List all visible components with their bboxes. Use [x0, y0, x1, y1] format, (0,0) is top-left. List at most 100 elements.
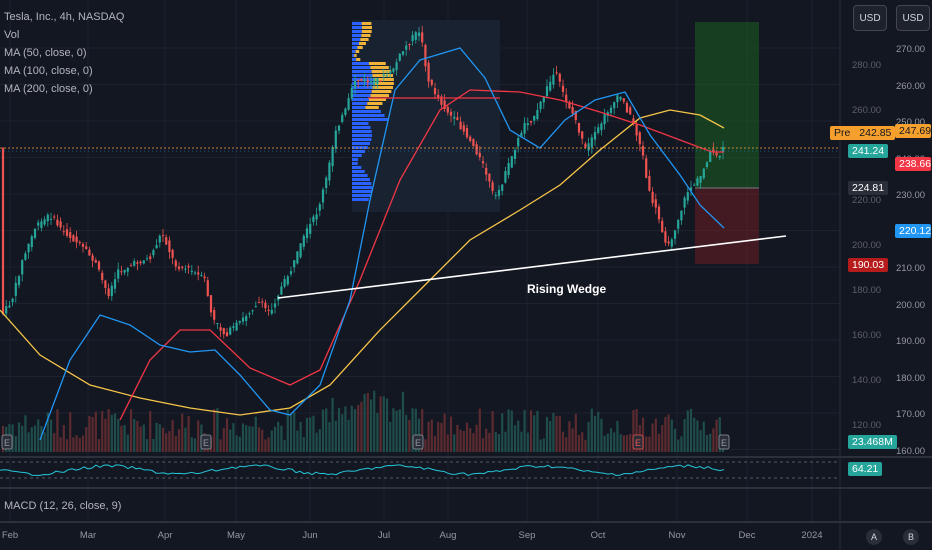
volume-bar: [689, 408, 693, 452]
volume-bar: [305, 417, 309, 452]
volume-bar: [529, 410, 533, 452]
volume-bar: [603, 435, 606, 452]
volume-bar: [702, 421, 705, 452]
ma-100-line: [119, 89, 724, 421]
volume-bar: [280, 425, 283, 452]
currency-button-1[interactable]: USD: [853, 5, 887, 31]
candle-body: [85, 246, 88, 250]
earnings-marker[interactable]: [200, 434, 212, 450]
candle-body: [328, 162, 331, 181]
volume-bar: [635, 409, 638, 452]
auto-scale-button[interactable]: A: [866, 529, 882, 545]
target-low-badge: 224.81: [848, 181, 889, 195]
volume-profile-bar: [361, 30, 372, 33]
candle-body: [587, 143, 590, 151]
time-tick: Apr: [157, 530, 173, 541]
volume-profile-bar: [356, 154, 362, 157]
volume-profile-bar: [352, 130, 362, 133]
ma100-badge: 238.66: [895, 157, 931, 171]
long-position-stop-zone[interactable]: [695, 188, 759, 264]
candle-body: [613, 102, 616, 109]
volume-bar: [536, 410, 539, 452]
macd-label[interactable]: MACD (12, 26, close, 9): [4, 500, 122, 512]
volume-profile-bar: [354, 54, 357, 57]
volume-bar: [286, 409, 289, 452]
volume-bar: [264, 439, 267, 452]
volume-bar: [145, 439, 149, 452]
volume-profile-bar: [371, 70, 392, 73]
currency-button-2[interactable]: USD: [896, 5, 930, 31]
candle-body: [81, 243, 85, 247]
volume-profile-bar: [352, 150, 359, 153]
candle-body: [385, 75, 389, 77]
candle-body: [27, 243, 30, 253]
volume-bar: [369, 399, 373, 452]
log-scale-button[interactable]: B: [903, 529, 919, 545]
earnings-marker[interactable]: [1, 434, 13, 450]
ma100-label[interactable]: MA (100, close, 0): [4, 65, 93, 77]
candle-body: [699, 175, 702, 183]
candle-body: [705, 162, 709, 168]
candle-body: [302, 235, 305, 247]
candle-body: [69, 232, 72, 239]
candle-body: [395, 62, 398, 71]
volume-profile-bar: [361, 22, 372, 25]
ma50-label[interactable]: MA (50, close, 0): [4, 47, 87, 59]
volume-bar: [17, 422, 21, 452]
volume-bar: [190, 437, 193, 452]
candle-body: [635, 124, 638, 136]
volume-bar: [152, 438, 155, 452]
candle-body: [590, 137, 593, 148]
volume-profile-bar: [352, 186, 362, 189]
candle-body: [629, 107, 632, 115]
candle-body: [584, 143, 587, 148]
volume-profile-bar: [352, 166, 357, 169]
candle-body: [280, 286, 283, 295]
volume-bar: [177, 429, 181, 452]
volume-bar: [398, 409, 401, 452]
volume-profile-bar: [371, 90, 392, 93]
volume-bar: [571, 428, 574, 452]
candle-body: [286, 276, 289, 285]
volume-bar: [616, 420, 619, 452]
candle-body: [206, 280, 209, 297]
rising-wedge-trendline[interactable]: [277, 235, 787, 299]
volume-bar: [241, 423, 245, 452]
price-tick: 250.00: [896, 117, 926, 128]
chart-legend: Tesla, Inc., 4h, NASDAQ Vol MA (50, clos…: [4, 8, 124, 98]
volume-profile-bar: [352, 82, 373, 85]
candle-body: [216, 323, 219, 325]
volume-bar: [657, 433, 661, 452]
candle-body: [654, 199, 657, 208]
price-tick: 230.00: [896, 190, 926, 201]
candle-body: [200, 274, 203, 276]
volume-bar: [459, 429, 462, 452]
volume-bar: [33, 425, 37, 452]
volume-bar: [485, 428, 488, 452]
long-position-target-zone[interactable]: [695, 22, 759, 188]
symbol-title[interactable]: Tesla, Inc., 4h, NASDAQ: [4, 11, 125, 23]
candle-body: [424, 44, 427, 67]
volume-bar: [648, 436, 651, 452]
pre-market-badge: Pre 242.85: [830, 126, 896, 140]
candle-body: [91, 255, 94, 261]
volume-profile-bar: [352, 30, 362, 33]
earnings-marker[interactable]: [718, 434, 730, 450]
earnings-marker[interactable]: [632, 434, 644, 450]
candle-body: [257, 302, 261, 304]
volume-profile-bar: [352, 106, 366, 109]
candle-body: [37, 222, 40, 226]
ma200-label[interactable]: MA (200, close, 0): [4, 83, 93, 95]
candle-body: [360, 78, 363, 81]
volume-bar: [494, 432, 497, 452]
volume-profile-bar: [360, 122, 369, 125]
earnings-marker[interactable]: [412, 434, 424, 450]
volume-bar: [161, 427, 165, 452]
candle-body: [88, 249, 91, 256]
rising-wedge-label[interactable]: Rising Wedge: [527, 282, 607, 296]
volume-bar: [350, 405, 353, 452]
volume-bar: [641, 417, 645, 452]
volume-label[interactable]: Vol: [4, 29, 20, 41]
candle-body: [289, 271, 293, 275]
